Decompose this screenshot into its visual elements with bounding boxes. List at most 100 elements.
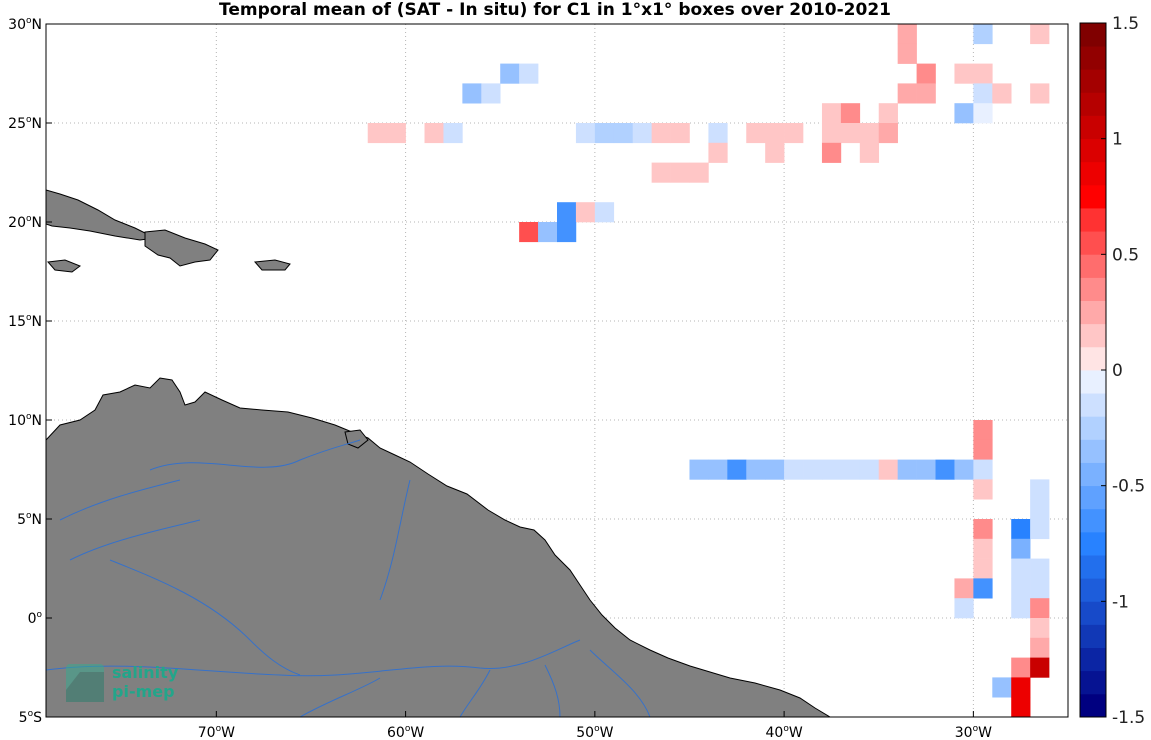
data-box-51 <box>557 222 577 243</box>
data-box-62 <box>840 459 861 480</box>
essequibo-river <box>379 479 411 601</box>
colorbar-segment-14 <box>1080 370 1106 394</box>
data-box-19 <box>367 123 387 144</box>
x-tick-label-2: 50oW <box>576 724 613 740</box>
data-box-48 <box>594 202 615 223</box>
logo-line1: salinity <box>112 663 179 682</box>
data-box-73 <box>973 519 993 540</box>
data-box-79 <box>1011 558 1031 579</box>
colorbar-segment-25 <box>1080 115 1106 140</box>
data-box-35 <box>821 123 842 144</box>
logo-line2: pi-mep <box>112 682 175 701</box>
data-box-20 <box>386 123 406 144</box>
y-axis: 30oN 25oN 20oN 15oN 10oN 5oN 0o 5oS <box>8 16 52 726</box>
colorbar-segment-29 <box>1080 23 1106 47</box>
data-box-94 <box>1011 697 1031 717</box>
data-box-58 <box>765 459 785 480</box>
data-box-2 <box>973 24 993 45</box>
logo-mark-icon <box>66 664 104 702</box>
data-box-25 <box>613 123 634 144</box>
data-box-12 <box>878 103 898 124</box>
puerto-rico-island <box>253 259 291 271</box>
data-box-59 <box>784 459 804 480</box>
y-tick-label-7: 5oS <box>19 709 42 726</box>
data-box-85 <box>954 598 974 619</box>
colorbar-segment-23 <box>1080 161 1106 186</box>
data-box-24 <box>594 123 615 144</box>
data-box-52 <box>973 420 993 441</box>
data-box-14 <box>973 103 993 124</box>
data-box-91 <box>1030 657 1050 678</box>
data-box-49 <box>519 222 539 243</box>
data-box-22 <box>443 123 463 144</box>
colorbar-segment-5 <box>1080 578 1106 602</box>
data-box-3 <box>1030 24 1050 45</box>
data-box-67 <box>935 459 955 480</box>
data-box-44 <box>670 162 690 183</box>
data-box-8 <box>916 83 936 104</box>
data-box-6 <box>973 63 993 84</box>
colorbar-segment-28 <box>1080 46 1106 70</box>
trinidad-island <box>344 429 369 449</box>
data-box-56 <box>727 459 747 480</box>
colorbar-segment-19 <box>1080 254 1106 278</box>
colorbar-label-2: 0.5 <box>1112 245 1139 265</box>
jamaica-island <box>46 259 82 273</box>
data-box-4 <box>916 63 936 84</box>
colorbar-segment-20 <box>1080 231 1106 255</box>
data-box-33 <box>821 103 842 124</box>
data-box-71 <box>1030 479 1050 500</box>
data-boxes <box>367 24 1050 717</box>
data-box-69 <box>973 459 993 480</box>
data-box-84 <box>1030 578 1050 599</box>
logo: salinity pi-mep <box>66 663 179 702</box>
data-box-93 <box>1011 677 1031 698</box>
colorbar-segment-10 <box>1080 462 1106 487</box>
data-box-86 <box>1011 598 1031 619</box>
hispaniola-island <box>144 229 219 267</box>
data-box-63 <box>859 459 880 480</box>
colorbar-segment-9 <box>1080 485 1106 510</box>
data-box-89 <box>1030 637 1050 658</box>
colorbar-segment-15 <box>1080 346 1106 371</box>
rivers <box>46 439 651 717</box>
data-box-31 <box>765 123 785 144</box>
data-box-21 <box>424 123 444 144</box>
data-box-55 <box>708 459 728 480</box>
y-tick-label-1: 25oN <box>8 115 42 132</box>
data-box-32 <box>784 123 804 144</box>
data-box-37 <box>859 123 880 144</box>
data-box-76 <box>973 538 993 559</box>
data-box-16 <box>519 63 539 84</box>
data-box-88 <box>1030 618 1050 639</box>
data-box-46 <box>557 202 577 223</box>
data-box-65 <box>897 459 917 480</box>
data-box-27 <box>651 123 671 144</box>
data-box-90 <box>1011 657 1031 678</box>
colorbar-segment-4 <box>1080 601 1106 625</box>
orinoco-river <box>149 439 361 471</box>
data-box-78 <box>973 558 993 579</box>
y-tick-label-0: 30oN <box>8 16 42 33</box>
data-box-92 <box>992 677 1012 698</box>
colorbar-segment-12 <box>1080 416 1106 440</box>
colorbar-segment-0 <box>1080 693 1106 718</box>
colorbar-label-3: 0 <box>1112 361 1123 381</box>
data-box-54 <box>689 459 709 480</box>
colorbar-segment-13 <box>1080 393 1106 417</box>
y-tick-label-3: 15oN <box>8 313 42 330</box>
negro-river <box>109 559 301 676</box>
tapajos-river <box>459 669 491 717</box>
data-box-38 <box>878 123 898 144</box>
data-box-87 <box>1030 598 1050 619</box>
meta-river <box>59 479 181 521</box>
x-tick-label-4: 30oW <box>955 724 992 740</box>
x-tick-label-0: 70oW <box>198 724 235 740</box>
x-axis: 70oW 60oW 50oW 40oW 30oW <box>198 711 992 740</box>
colorbar-label-0: 1.5 <box>1112 14 1139 34</box>
data-box-23 <box>575 123 596 144</box>
data-box-60 <box>803 459 823 480</box>
data-box-7 <box>897 83 917 104</box>
data-box-70 <box>973 479 993 500</box>
